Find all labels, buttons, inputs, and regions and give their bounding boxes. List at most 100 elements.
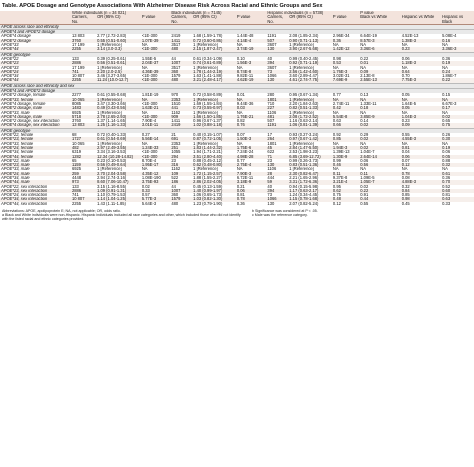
table-cell: 1.24 (0.34-4.45) — [289, 193, 319, 198]
table-cell: 0.90 (0.71-1.13) — [288, 38, 332, 44]
table-cell: NA — [442, 43, 448, 48]
row-label: APOE*33 — [1, 43, 19, 48]
section-label: APOE across race and ethnicity — [0, 23, 474, 30]
table-cell: 1.83 (1.44-2.32) — [192, 145, 236, 151]
table-cell: 1.42E-12 — [331, 47, 360, 53]
table-cell: NA — [360, 43, 366, 48]
table-cell: 0.56 (0.51-0.61) — [96, 61, 141, 66]
table-cell: 2.20 (2.0-2.5) — [96, 69, 141, 75]
header-col: Black vs White — [359, 15, 401, 25]
table-row: APOE*24 741 2.20 (2.0-2.5) 4.36E-39 360 1.78 … — [0, 69, 474, 75]
table-row: APOE*33 17 199 1 [Reference] NA 3517 1 [Refer… — [0, 43, 474, 47]
table-cell: 1 [Reference] — [97, 43, 122, 48]
table-cell: 5.56E-14 — [140, 137, 171, 142]
table-cell: 0.81 — [236, 193, 245, 198]
table-cell: <1E-300 — [141, 34, 158, 39]
table-cell: 17 199 — [71, 65, 85, 70]
table-cell: 71 — [266, 154, 289, 159]
header-column-row: Carriers, No. OR (95% CI) P value Carrie… — [0, 15, 474, 25]
table-cell: 1.06 (0.81-1.39) — [288, 123, 332, 129]
table-cell: NA — [236, 65, 243, 70]
table-cell: 3760 — [70, 38, 97, 44]
table-cell: 4.88E-3 — [400, 180, 442, 185]
table-cell: 1510 — [171, 101, 181, 106]
table-cell: 0.87 (0.72-1.05) — [192, 137, 236, 142]
table-cell: 0.77 — [236, 158, 245, 163]
table-cell: 0.70 — [441, 180, 474, 185]
table-cell: 109 — [170, 171, 193, 176]
table-cell: 0.05 — [401, 93, 410, 98]
table-cell: 59 — [266, 180, 289, 185]
footnote-a: a Black and White individuals were non-H… — [2, 213, 241, 222]
table-cell: 0.01 — [236, 93, 245, 98]
table-cell: 3517 — [171, 65, 181, 70]
table-cell: 0.98 — [400, 197, 442, 202]
table-cell: NA — [236, 43, 243, 48]
table-row: APOE*33, female 10 065 1 [Reference] NA 2353… — [0, 97, 474, 102]
table-cell: 1579 — [171, 74, 181, 79]
table-cell: 4.14E-4 — [235, 38, 267, 44]
table-cell: NA — [401, 65, 408, 70]
table-cell: 0.83 (0.51-1.36) — [288, 163, 332, 168]
table-cell: 2886 — [70, 61, 97, 66]
table-cell: 0.81 — [400, 145, 442, 151]
table-cell: 0.78 — [235, 197, 267, 202]
table-cell: 0.11 — [331, 171, 360, 176]
table-cell: 1.44E-48 — [236, 34, 254, 39]
row-label: APOE*2 dosage, sex interaction — [1, 119, 60, 124]
table-cell: 130 — [266, 47, 289, 53]
table-cell: 0.36 — [236, 201, 245, 206]
table-cell: 0.18 — [359, 106, 401, 111]
table-cell: 1.75E-6 — [235, 145, 267, 151]
table-cell: 0.23 (0.10-0.53) — [97, 158, 127, 163]
row-label: APOE*23, sex interaction — [0, 188, 71, 194]
header-col: OR (95% CI) — [96, 15, 141, 25]
table-cell: 1.10 (0.79-1.53) — [97, 193, 127, 198]
table-cell: 0.09 — [400, 123, 442, 129]
table-cell: <1E-300 — [141, 74, 158, 79]
table-cell: 0.82 (0.51-1.33) — [288, 106, 332, 111]
table-cell: 2.86 (2.02-4.05) — [192, 180, 236, 185]
table-cell: 4.55E-3 — [400, 137, 442, 142]
table-row: APOE*34, sex interaction 10 807 1.14 (1.04… — [0, 197, 474, 202]
row-label: APOE*23, male — [0, 163, 71, 168]
table-row: APOE*22, sex interaction 133 3.15 (1.16-8.… — [0, 185, 474, 189]
table-cell: 1.64E-5 — [401, 101, 417, 106]
table-cell: 1.56E-3 — [235, 61, 267, 66]
table-cell: 0.45 — [401, 201, 410, 206]
table-cell: 0.48 — [331, 197, 360, 202]
table-cell: 1801 — [266, 97, 289, 102]
section-label: APOE*4 and APOE*2 dosage — [0, 88, 474, 94]
table-cell: 0.42 — [331, 106, 360, 111]
header-col: OR (95% CI) — [288, 15, 332, 25]
table-cell: 3607 — [267, 43, 277, 48]
table-cell: 0.30 — [441, 137, 474, 142]
header-group-pvalue: P value — [359, 11, 474, 16]
table-cell: 394 — [266, 61, 289, 66]
table-cell: 1.37 (1.14-1.65) — [97, 119, 127, 124]
table-row: APOE*33, male 6925 1 [Reference] NA 1162 1 [R… — [0, 167, 474, 171]
table-cell: 8085 — [71, 101, 82, 106]
row-label: APOE*34 — [1, 74, 19, 79]
table-body: APOE across race and ethnicity APOE*4 and… — [0, 23, 474, 206]
table-cell: 2.75E-4 — [235, 163, 267, 168]
table-cell: 3.14 (3.0-3.3) — [96, 47, 141, 53]
row-label: APOE*22, male — [1, 158, 30, 163]
table-cell: 1162 — [171, 110, 181, 115]
table-cell: 1579 — [170, 197, 193, 202]
table-cell: 1483 — [70, 106, 97, 111]
table-cell: 21 — [171, 133, 176, 138]
table-cell: 480 — [170, 47, 193, 53]
table-cell: 4.61 (2.74-7.75) — [288, 78, 332, 84]
table-cell: NA — [401, 43, 408, 48]
table-cell: 13 803 — [71, 34, 85, 39]
table-cell: 0.02 — [441, 114, 474, 120]
row-label: APOE*4 dosage — [1, 34, 31, 39]
table-cell: 6.64E-19 — [360, 34, 377, 39]
table-cell: 0.06 — [400, 154, 442, 159]
table-cell: 1 [Reference] — [97, 141, 122, 146]
table-cell: 3.21 (2.48-4.17) — [192, 78, 236, 84]
table-cell: 3.75E-93 — [140, 180, 171, 185]
table-row: APOE*2 dosage, female 2277 0.61 (0.55-0.68… — [0, 93, 474, 97]
table-cell: NA — [332, 65, 339, 70]
